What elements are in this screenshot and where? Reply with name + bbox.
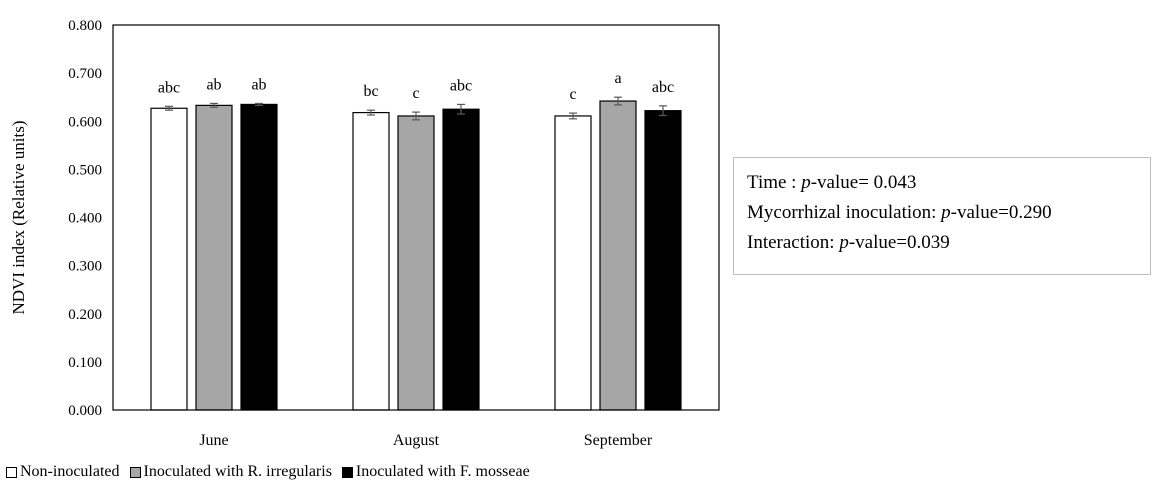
y-tick-label-4: 0.400 (68, 211, 102, 227)
stats-inter-label: Interaction: (747, 232, 840, 253)
legend-swatch-f-mosseae (341, 466, 353, 478)
significance-label-0-2: ab (251, 76, 266, 93)
stats-interaction: Interaction: p-value=0.039 (747, 228, 1150, 258)
bars: abc ab ab bc c abc c a abc (150, 70, 682, 411)
y-tick-label-1: 0.100 (68, 355, 102, 371)
legend-item-r-irregularis: Inoculated with R. irregularis (129, 463, 332, 481)
plot-area-frame (112, 24, 720, 411)
significance-label-2-1: a (614, 70, 621, 87)
legend-label-f-mosseae: Inoculated with F. mosseae (355, 463, 530, 480)
significance-label-1-0: bc (363, 83, 378, 100)
bar-0-1 (195, 104, 233, 411)
bar-2-1 (599, 100, 637, 411)
stats-time-p: p (801, 172, 811, 193)
y-tick-label-6: 0.600 (68, 114, 102, 130)
stats-myco-value: -value=0.290 (950, 202, 1052, 223)
y-axis-title: NDVI index (Relative units) (9, 120, 28, 314)
stats-myco-p: p (941, 202, 951, 223)
bar-2-2 (644, 110, 682, 411)
category-label-0: June (199, 432, 228, 449)
y-tick-label-7: 0.700 (68, 66, 102, 82)
bar-1-1 (397, 115, 435, 411)
bar-1-0 (352, 111, 390, 411)
bar-0-2 (240, 103, 278, 411)
stats-mycorrhizal: Mycorrhizal inoculation: p-value=0.290 (747, 198, 1150, 228)
y-axis-title-text: NDVI index (Relative units) (9, 120, 28, 314)
legend: Non-inoculated Inoculated with R. irregu… (6, 463, 540, 481)
legend-swatch-r-irregularis (129, 466, 141, 478)
significance-label-2-2: abc (652, 79, 674, 96)
legend-item-f-mosseae: Inoculated with F. mosseae (341, 463, 530, 481)
significance-label-0-0: abc (158, 79, 180, 96)
y-tick-label-8: 0.800 (68, 18, 102, 34)
statistics-box: Time : p-value= 0.043 Mycorrhizal inocul… (733, 157, 1151, 275)
significance-label-1-2: abc (450, 77, 472, 94)
stats-myco-label: Mycorrhizal inoculation: (747, 202, 942, 223)
stats-time-label: Time : (747, 172, 802, 193)
category-label-1: August (393, 432, 440, 449)
y-tick-label-2: 0.200 (68, 307, 102, 323)
significance-label-0-1: ab (206, 76, 221, 93)
stats-inter-value: -value=0.039 (848, 232, 950, 253)
bar-1-2 (442, 108, 480, 411)
stats-inter-p: p (839, 232, 849, 253)
legend-item-non-inoculated: Non-inoculated (6, 463, 120, 481)
y-tick-label-3: 0.300 (68, 259, 102, 275)
y-tick-label-5: 0.500 (68, 162, 102, 178)
y-axis-ticks: 0.000 0.100 0.200 0.300 0.400 0.500 0.600 0.700… (68, 18, 102, 419)
stats-time: Time : p-value= 0.043 (747, 168, 1150, 198)
category-label-2: September (584, 432, 653, 449)
bar-2-0 (554, 115, 592, 411)
legend-label-non-inoculated: Non-inoculated (20, 463, 120, 480)
significance-label-1-1: c (412, 85, 419, 102)
ndvi-bar-chart: NDVI index (Relative units) 0.0000.1000.… (9, 18, 720, 449)
legend-swatch-non-inoculated (6, 466, 17, 478)
significance-label-2-0: c (569, 86, 576, 103)
legend-label-r-irregularis: Inoculated with R. irregularis (143, 463, 332, 480)
bar-0-0 (150, 107, 188, 411)
stats-time-value: -value= 0.043 (810, 172, 917, 193)
x-axis-categories: June August September (199, 432, 653, 449)
y-tick-label-0: 0.000 (68, 403, 102, 419)
